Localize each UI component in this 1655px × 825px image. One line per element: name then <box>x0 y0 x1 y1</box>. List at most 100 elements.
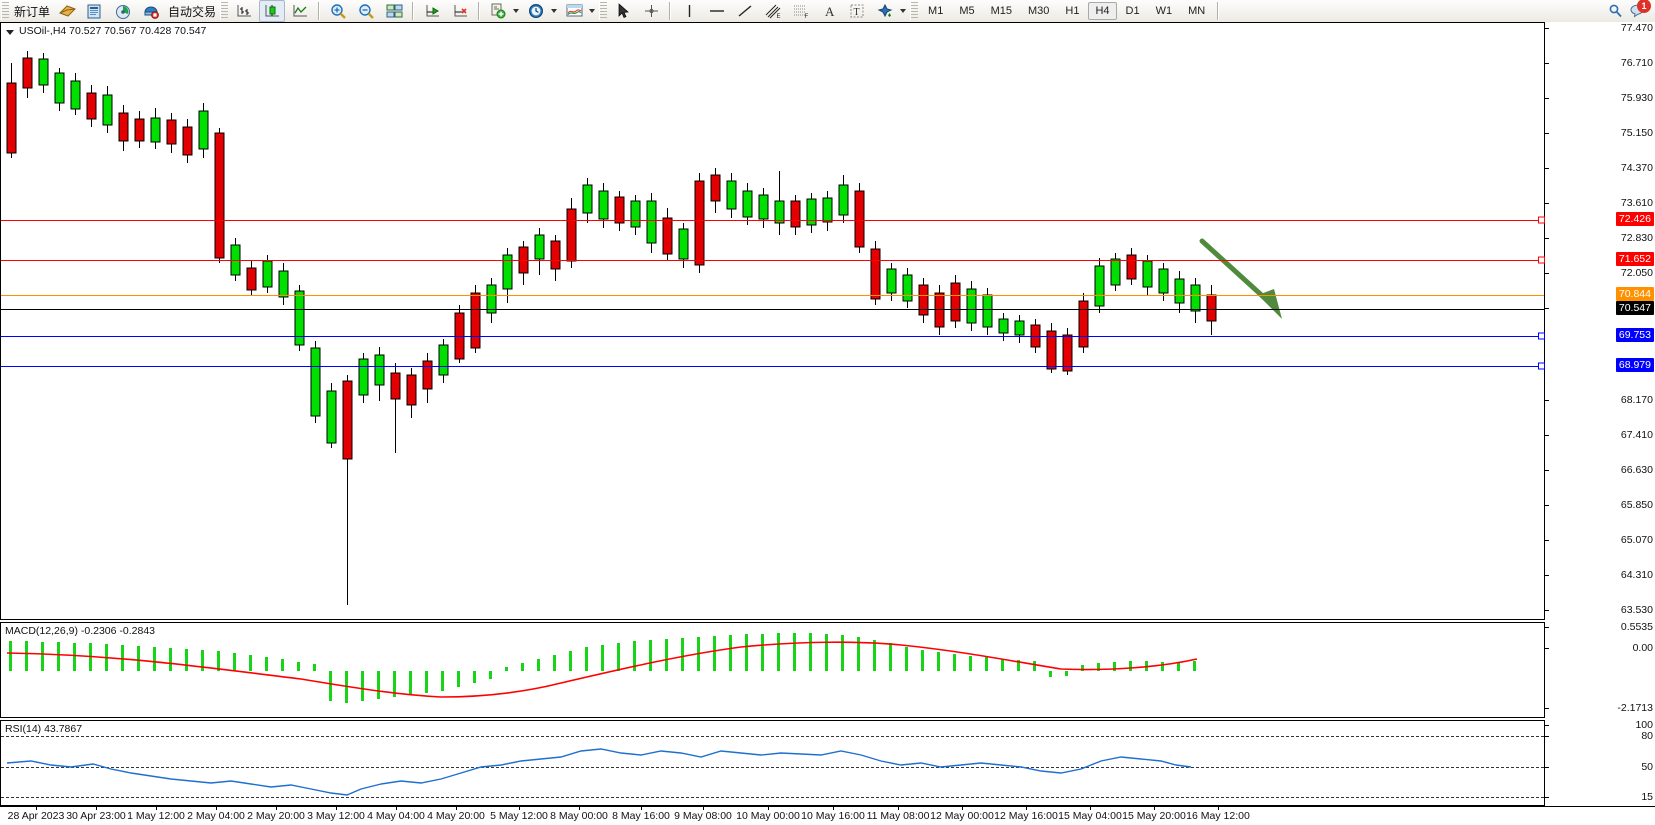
time-axis[interactable]: 28 Apr 2023 30 Apr 23:00 1 May 12:00 2 M… <box>0 806 1655 825</box>
price-tick-3: 75.150 <box>1620 127 1653 139</box>
svg-text:E: E <box>776 14 780 19</box>
toolbar-separator-2 <box>412 2 415 20</box>
rsi-indicator-pane[interactable]: RSI(14) 43.7867 <box>0 720 1545 806</box>
tab-timeframe-m15[interactable]: M15 <box>990 5 1012 17</box>
price-level-handle-71652[interactable] <box>1538 256 1545 264</box>
price-tick-0: 77.470 <box>1620 22 1653 34</box>
line-chart-icon[interactable] <box>287 0 313 22</box>
tab-timeframe-w1[interactable]: W1 <box>1155 5 1173 17</box>
rsi-series <box>6 748 1192 796</box>
chart-area[interactable]: USOil-,H4 70.527 70.567 70.428 70.547 <box>0 22 1655 825</box>
time-tick-0: 28 Apr 2023 <box>7 810 65 822</box>
tile-windows-icon[interactable] <box>381 0 407 22</box>
rsi-level-80 <box>1 736 1544 737</box>
time-tick-19: 16 May 12:00 <box>1186 810 1250 822</box>
tab-timeframe-m5[interactable]: M5 <box>959 5 975 17</box>
period-icon[interactable] <box>523 0 549 22</box>
tab-timeframe-d1[interactable]: D1 <box>1125 5 1140 17</box>
rsi-tick-1: 80 <box>1641 730 1653 742</box>
price-level-line-68979[interactable] <box>1 366 1544 367</box>
time-tick-11: 9 May 08:00 <box>674 810 732 822</box>
price-level-line-69753[interactable] <box>1 336 1544 337</box>
alerts-icon[interactable]: 1 <box>1629 0 1651 20</box>
price-level-handle-68979[interactable] <box>1538 362 1545 370</box>
cursor-icon[interactable] <box>610 0 636 22</box>
indicators-dropdown-caret[interactable] <box>513 9 520 13</box>
price-tick-10: 67.410 <box>1620 429 1653 441</box>
text-icon[interactable]: A <box>816 0 842 22</box>
price-level-label-71652[interactable]: 71.652 <box>1615 252 1654 266</box>
text-label-icon[interactable]: T <box>844 0 870 22</box>
horizontal-line-icon[interactable] <box>704 0 730 22</box>
equidistant-channel-icon[interactable]: E <box>760 0 786 22</box>
price-level-line-70844[interactable] <box>1 295 1544 296</box>
macd-indicator-pane[interactable]: MACD(12,26,9) -0.2306 -0.2843 <box>0 622 1545 718</box>
new-order-label[interactable]: 新订单 <box>14 4 51 19</box>
tab-timeframe-mn[interactable]: MN <box>1188 5 1206 17</box>
time-tick-8: 5 May 12:00 <box>490 810 548 822</box>
price-tick-2: 75.930 <box>1620 92 1653 104</box>
tab-timeframe-m30[interactable]: M30 <box>1028 5 1050 17</box>
new-order-icon[interactable] <box>54 0 80 22</box>
crosshair-icon[interactable] <box>638 0 664 22</box>
price-axis[interactable]: 77.470 76.710 75.930 75.150 74.370 73.61… <box>1545 22 1655 620</box>
objects-icon[interactable] <box>872 0 898 22</box>
zoom-out-icon[interactable] <box>353 0 379 22</box>
svg-text:T: T <box>854 7 860 18</box>
objects-dropdown-caret[interactable] <box>900 9 907 13</box>
price-level-label-70844[interactable]: 70.844 <box>1615 287 1654 301</box>
templates-dropdown-caret[interactable] <box>589 9 596 13</box>
auto-scroll-icon[interactable] <box>447 0 473 22</box>
rsi-level-15 <box>1 797 1544 798</box>
price-level-handle-69753[interactable] <box>1538 332 1545 340</box>
period-dropdown-caret[interactable] <box>551 9 558 13</box>
macd-label: MACD(12,26,9) -0.2306 -0.2843 <box>5 625 155 637</box>
bar-chart-icon[interactable] <box>231 0 257 22</box>
toolbar-grip[interactable] <box>1 2 9 20</box>
indicators-icon[interactable] <box>485 0 511 22</box>
down-arrow-annotation[interactable] <box>1196 235 1316 335</box>
alerts-count-badge: 1 <box>1637 0 1651 13</box>
candlestick-chart-icon[interactable] <box>259 0 286 22</box>
tab-timeframe-m1[interactable]: M1 <box>928 5 944 17</box>
toolbar-grip-3[interactable] <box>599 2 608 20</box>
price-tick-11: 66.630 <box>1620 464 1653 476</box>
price-chart-pane[interactable]: USOil-,H4 70.527 70.567 70.428 70.547 <box>0 22 1545 620</box>
toolbar-grip-4[interactable] <box>910 2 919 20</box>
price-level-label-68979[interactable]: 68.979 <box>1615 358 1654 372</box>
main-toolbar: 新订单 自动交易 <box>0 0 1655 23</box>
tab-timeframe-h1[interactable]: H1 <box>1065 5 1080 17</box>
price-level-line-72426[interactable] <box>1 220 1544 221</box>
auto-trading-label[interactable]: 自动交易 <box>168 4 217 19</box>
macd-series <box>6 633 1198 703</box>
svg-text:A: A <box>825 4 835 19</box>
trendline-icon[interactable] <box>732 0 758 22</box>
macd-tick-1: 0.00 <box>1632 642 1653 654</box>
chart-collapse-caret-icon[interactable] <box>6 30 14 35</box>
toolbar-grip-2[interactable] <box>220 2 229 20</box>
news-icon[interactable] <box>82 0 108 22</box>
price-tick-5: 73.610 <box>1620 197 1653 209</box>
price-level-handle-72426[interactable] <box>1538 216 1545 224</box>
templates-icon[interactable] <box>561 0 587 22</box>
time-tick-3: 2 May 04:00 <box>187 810 245 822</box>
price-tick-6: 72.830 <box>1620 232 1653 244</box>
price-tick-14: 64.310 <box>1620 569 1653 581</box>
tab-timeframe-h4[interactable]: H4 <box>1088 2 1117 20</box>
rsi-label: RSI(14) 43.7867 <box>5 723 83 735</box>
autotrading-icon[interactable] <box>138 0 164 22</box>
time-tick-13: 10 May 16:00 <box>801 810 865 822</box>
time-tick-7: 4 May 20:00 <box>427 810 485 822</box>
price-level-line-71652[interactable] <box>1 260 1544 261</box>
price-level-label-69753[interactable]: 69.753 <box>1615 328 1654 342</box>
price-level-label-72426[interactable]: 72.426 <box>1615 212 1654 226</box>
time-tick-15: 12 May 00:00 <box>930 810 994 822</box>
shift-end-icon[interactable] <box>419 0 445 22</box>
toolbar-separator-5 <box>1217 2 1220 20</box>
vertical-line-icon[interactable] <box>676 0 702 22</box>
fibonacci-icon[interactable]: F <box>788 0 814 22</box>
zoom-in-icon[interactable] <box>325 0 351 22</box>
macd-tick-2: -2.1713 <box>1617 702 1653 714</box>
signals-icon[interactable] <box>110 0 136 22</box>
search-icon[interactable] <box>1602 0 1628 22</box>
